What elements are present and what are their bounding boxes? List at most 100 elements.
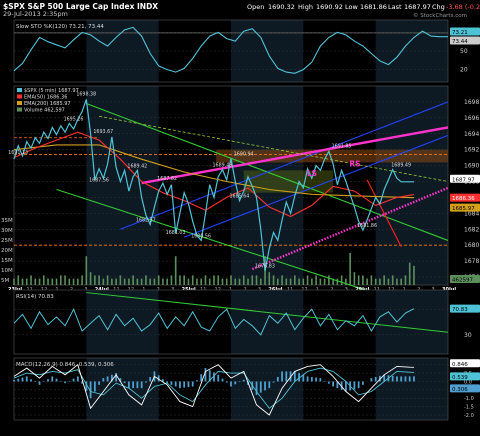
price-y-tick: 1696 [464,115,479,122]
macd-histogram-bar [217,374,220,382]
volume-bar [268,272,271,285]
macd-histogram-bar [396,376,398,382]
macd-histogram-bar [187,381,190,388]
price-annotation: 1693.67 [93,129,113,135]
price-panel: 1698169616941692169016881686168416821680… [0,85,480,318]
macd-badge-hist: 0.306 [452,387,468,393]
macd-histogram-bar [59,380,62,382]
stochastic-badge-k-bg [450,27,480,36]
macd-session-shade [86,358,159,420]
macd-histogram-bar [306,376,309,382]
price-annotation: 1695.26 [64,116,84,122]
rsi-session-shade [375,290,448,354]
price-y-tick: 1682 [464,226,479,233]
macd-histogram-bar [102,378,105,382]
volume-bar [13,278,15,285]
volume-bar [68,278,71,285]
volume-bar [34,278,37,285]
rsi-badge: 70.83 [452,307,468,313]
volume-bar [145,275,147,285]
macd-histogram-bar [140,381,143,389]
price-badge-last-bg [450,174,480,183]
volume-axis-label: 15M [1,258,13,264]
volume-bar [115,278,117,285]
macd-badge-macd: 0.846 [452,362,468,368]
macd-histogram-bar [340,381,343,390]
channel-dotted-green [99,115,449,182]
volume-bar [64,275,66,285]
macd-histogram-bar [204,368,207,382]
stochastic-series-line [13,26,448,74]
price-legend-swatch [17,94,22,99]
volume-bar [319,278,322,285]
macd-histogram-bar [64,381,66,384]
macd-histogram-bar [272,381,275,383]
price-annotation: 1689.42 [127,163,147,169]
macd-histogram-bar [136,381,139,389]
chg-value: -3.68 (-0.22%) [446,3,480,11]
ema200-line [13,144,415,199]
volume-bar [362,275,364,285]
volume-bar [238,278,241,285]
macd-histogram-bar [255,381,258,395]
price-y-tick: 1692 [464,147,479,154]
macd-histogram-bar [408,376,411,382]
macd-histogram-bar [93,381,96,392]
macd-histogram-bar [149,376,152,382]
header-bar [0,0,480,18]
macd-histogram-bar [13,379,15,382]
macd-histogram-bar [132,381,135,389]
macd-histogram-bar [42,381,45,383]
price-annotation: 1689.49 [212,163,232,169]
volume-bar [208,278,211,285]
stochastic-y-tick: 20 [460,67,468,74]
chg-label: Chg [432,3,445,11]
volume-bar [60,275,62,285]
macd-histogram-bar [268,381,271,389]
macd-histogram-bar [242,379,245,382]
macd-histogram-bar [259,381,262,393]
volume-bar [306,275,309,285]
volume-bar [396,278,398,285]
rsi-legend: RSI(14) 70.83 [16,294,54,300]
volume-bar [98,275,100,285]
volume-bar [353,272,356,285]
macd-histogram-bar [21,377,24,382]
price-annotation: 1681.86 [357,223,377,229]
stochastic-badge-d-bg [450,36,480,45]
macd-histogram-bar [400,376,403,382]
rsi-badge-bg [450,304,480,313]
volume-bar [72,278,75,285]
price-line [13,99,414,271]
macd-histogram-bar [98,381,100,385]
price-annotation: 1682.57 [136,218,156,224]
macd-histogram-bar [110,374,113,382]
macd-histogram-bar [72,378,75,382]
macd-histogram-bar [225,381,228,383]
volume-bar [153,278,156,285]
price-annotation: 1690.94 [234,151,254,157]
price-session-shade [86,86,159,285]
rsi-y-tick: 30 [464,332,472,339]
volume-bar [225,278,228,285]
volume-bar [336,278,339,285]
macd-histogram-bar [106,376,109,382]
price-annotation: 1685.64 [230,194,250,200]
price-legend-entry: Volume 462,597 [24,108,65,114]
macd-badge-hist-bg [450,384,480,393]
macd-histogram-bar [413,376,415,382]
macd-histogram-bar [183,381,186,388]
volume-bar [187,278,190,285]
macd-histogram-bar [327,381,330,384]
volume-bar [25,278,28,285]
projection-red-line [366,179,402,248]
price-legend-entry: EMA(200) 1685.97 [24,101,71,107]
volume-bar [349,253,351,285]
stochastic-panel: 805020Slow STO %K(120) 73.21, 73.4473.21… [0,19,480,83]
volume-bar [85,256,88,285]
macd-histogram-bar [374,376,377,382]
macd-histogram-bar [25,376,28,382]
volume-axis-label: 25M [1,238,13,244]
